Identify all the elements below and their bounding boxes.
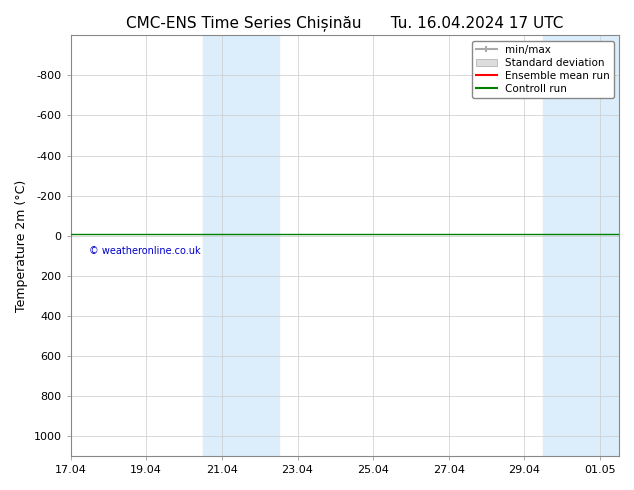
- Bar: [203, 35, 278, 456]
- Title: CMC-ENS Time Series Chișinău      Tu. 16.04.2024 17 UTC: CMC-ENS Time Series Chișinău Tu. 16.04.2…: [126, 15, 564, 31]
- Text: © weatheronline.co.uk: © weatheronline.co.uk: [89, 245, 201, 256]
- Y-axis label: Temperature 2m (°C): Temperature 2m (°C): [15, 179, 28, 312]
- Bar: [543, 35, 619, 456]
- Legend: min/max, Standard deviation, Ensemble mean run, Controll run: min/max, Standard deviation, Ensemble me…: [472, 41, 614, 98]
